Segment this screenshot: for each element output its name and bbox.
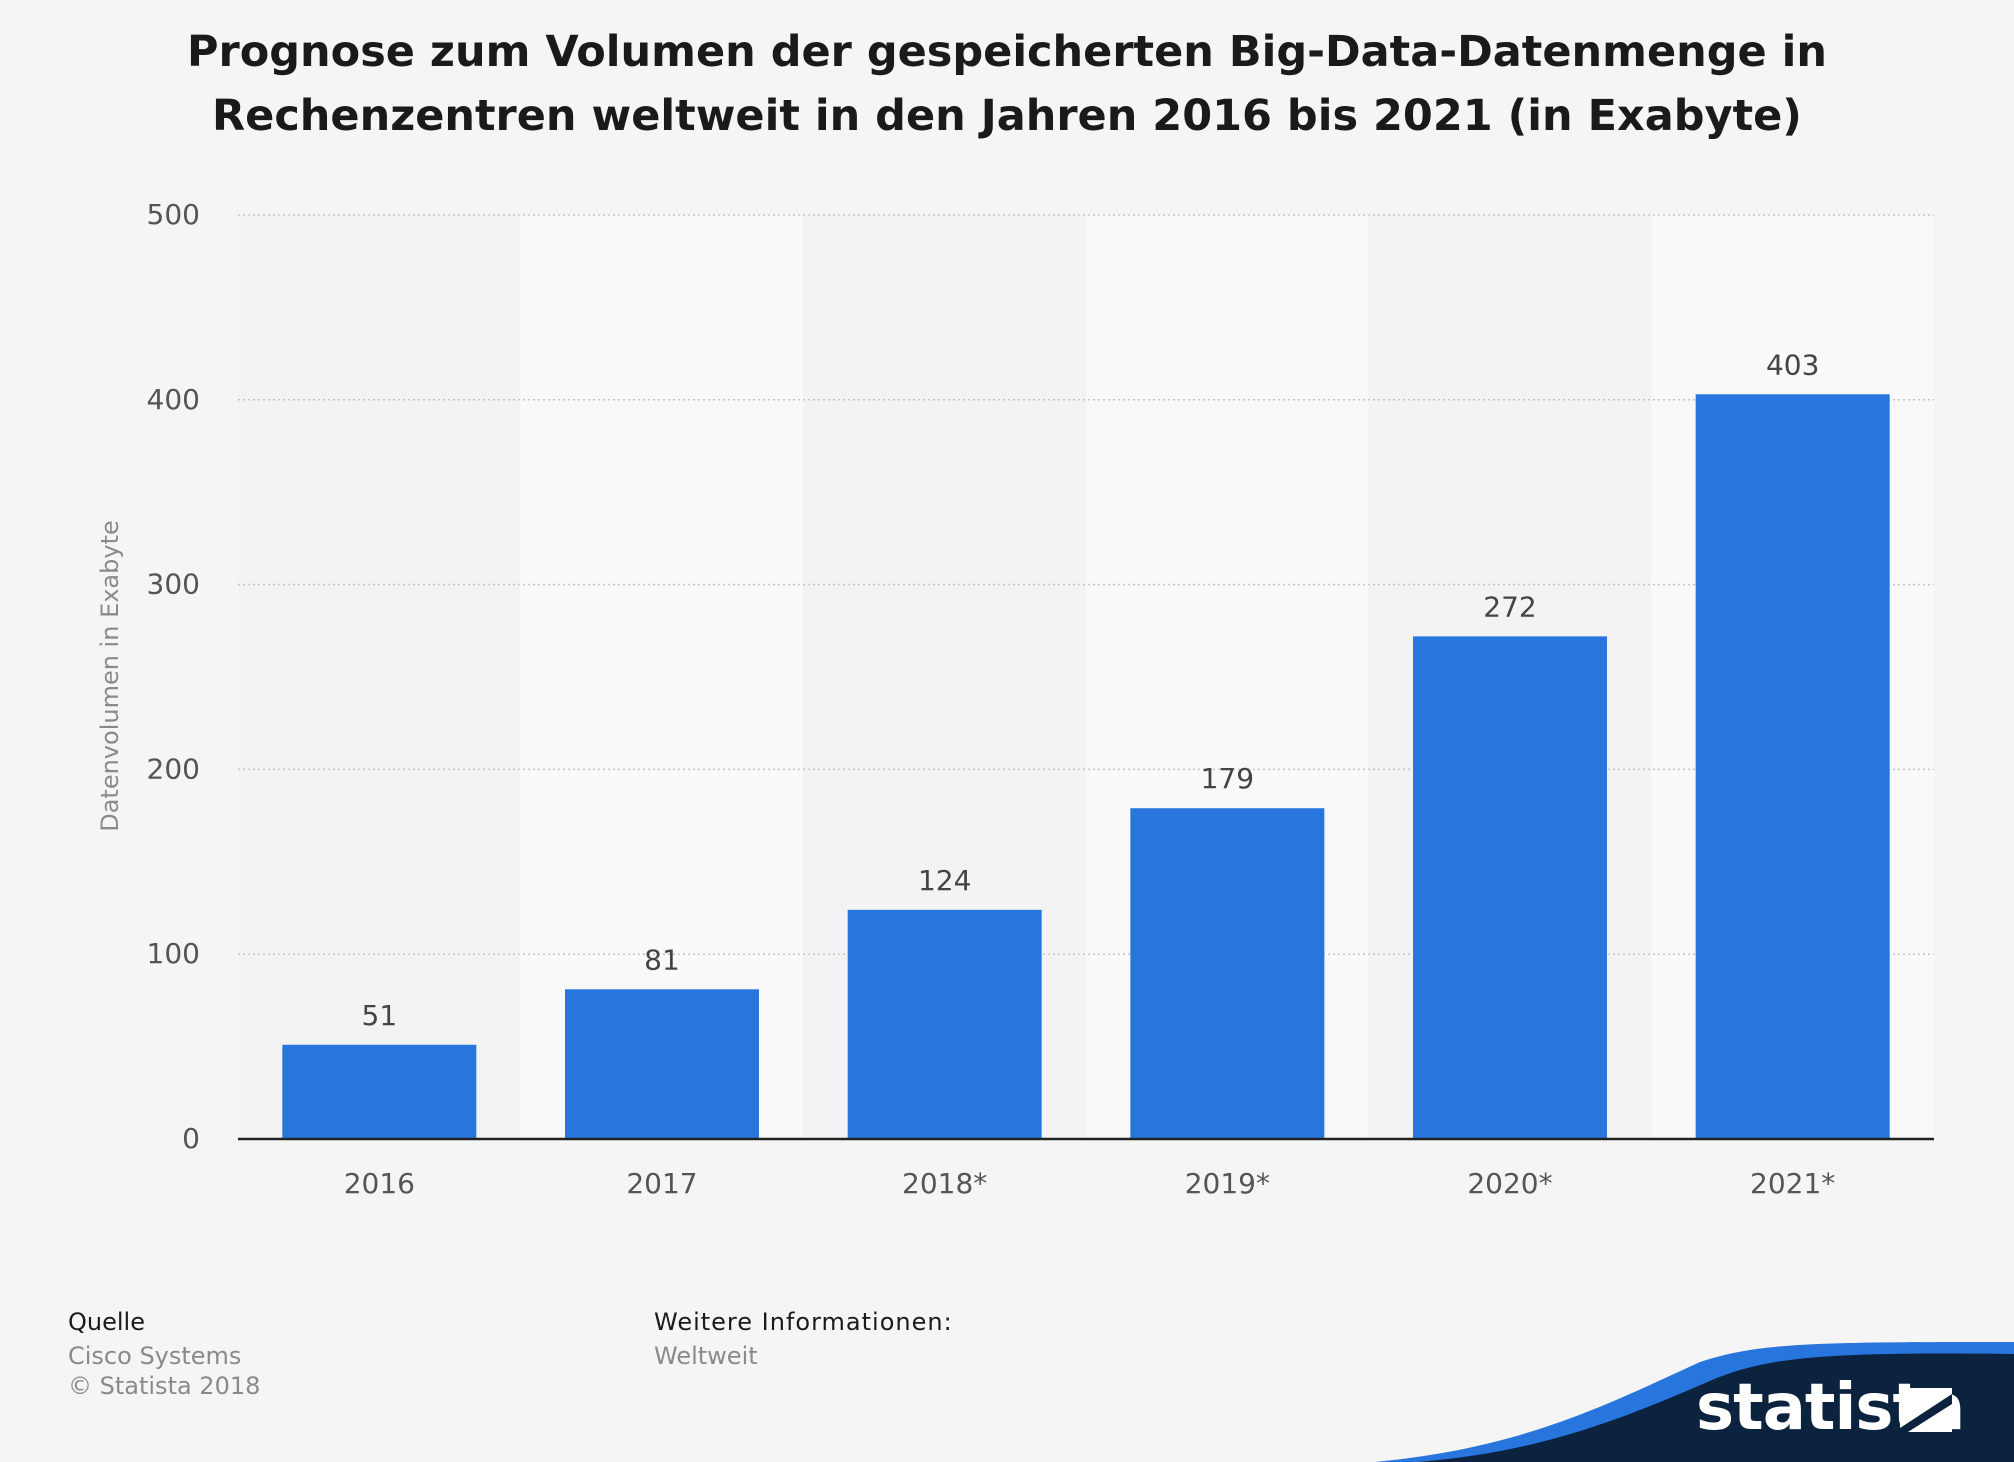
- bar-value-label: 403: [1766, 348, 1819, 381]
- x-tick-label: 2021*: [1750, 1167, 1835, 1200]
- bar-value-label: 179: [1201, 762, 1254, 795]
- x-tick-label: 2020*: [1467, 1167, 1552, 1200]
- y-tick-label: 200: [147, 752, 200, 785]
- y-axis-ticks: 0 100 200 300 400 500: [147, 198, 200, 1155]
- y-tick-label: 100: [147, 937, 200, 970]
- x-tick-label: 2019*: [1185, 1167, 1270, 1200]
- bar[interactable]: [847, 909, 1042, 1139]
- bars: [282, 394, 1890, 1140]
- x-tick-label: 2016: [344, 1167, 415, 1200]
- bar-value-labels: 51 81 124 179 272 403: [362, 348, 1820, 1031]
- x-axis-ticks: 2016 2017 2018* 2019* 2020* 2021*: [344, 1167, 1836, 1200]
- bar-value-label: 124: [918, 864, 971, 897]
- source-value: Cisco Systems: [68, 1342, 242, 1370]
- bar[interactable]: [282, 1044, 477, 1139]
- bar-value-label: 81: [644, 943, 680, 976]
- column-band: [520, 215, 804, 1139]
- bar[interactable]: [1413, 636, 1607, 1139]
- bar[interactable]: [1130, 808, 1325, 1139]
- bar-value-label: 51: [362, 999, 398, 1032]
- y-tick-label: 400: [147, 383, 200, 416]
- bar[interactable]: [565, 989, 759, 1139]
- y-tick-label: 0: [182, 1122, 200, 1155]
- x-tick-label: 2017: [626, 1167, 697, 1200]
- bar[interactable]: [1695, 394, 1890, 1140]
- info-value: Weltweit: [654, 1342, 758, 1370]
- y-tick-label: 300: [147, 568, 200, 601]
- y-tick-label: 500: [147, 198, 200, 231]
- bar-value-label: 272: [1483, 590, 1536, 623]
- info-label: Weitere Informationen:: [654, 1308, 953, 1336]
- copyright: © Statista 2018: [68, 1372, 261, 1400]
- y-axis-label: Datenvolumen in Exabyte: [96, 520, 124, 832]
- x-tick-label: 2018*: [902, 1167, 987, 1200]
- statista-logo-icon[interactable]: [1900, 1388, 1952, 1440]
- chart-title: Prognose zum Volumen der gespeicherten B…: [187, 27, 1827, 141]
- source-label: Quelle: [68, 1308, 145, 1336]
- column-band: [238, 215, 521, 1139]
